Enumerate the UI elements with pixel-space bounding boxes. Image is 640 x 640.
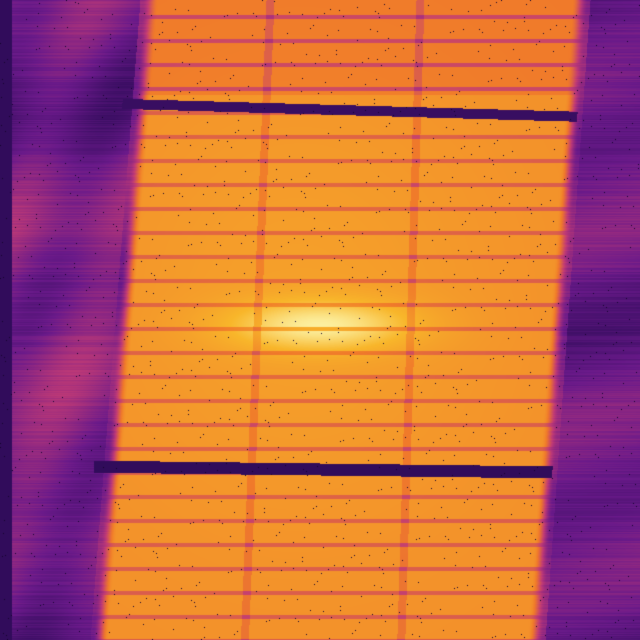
heatmap-frame [0,0,640,640]
thermal-heatmap-image [0,0,640,640]
